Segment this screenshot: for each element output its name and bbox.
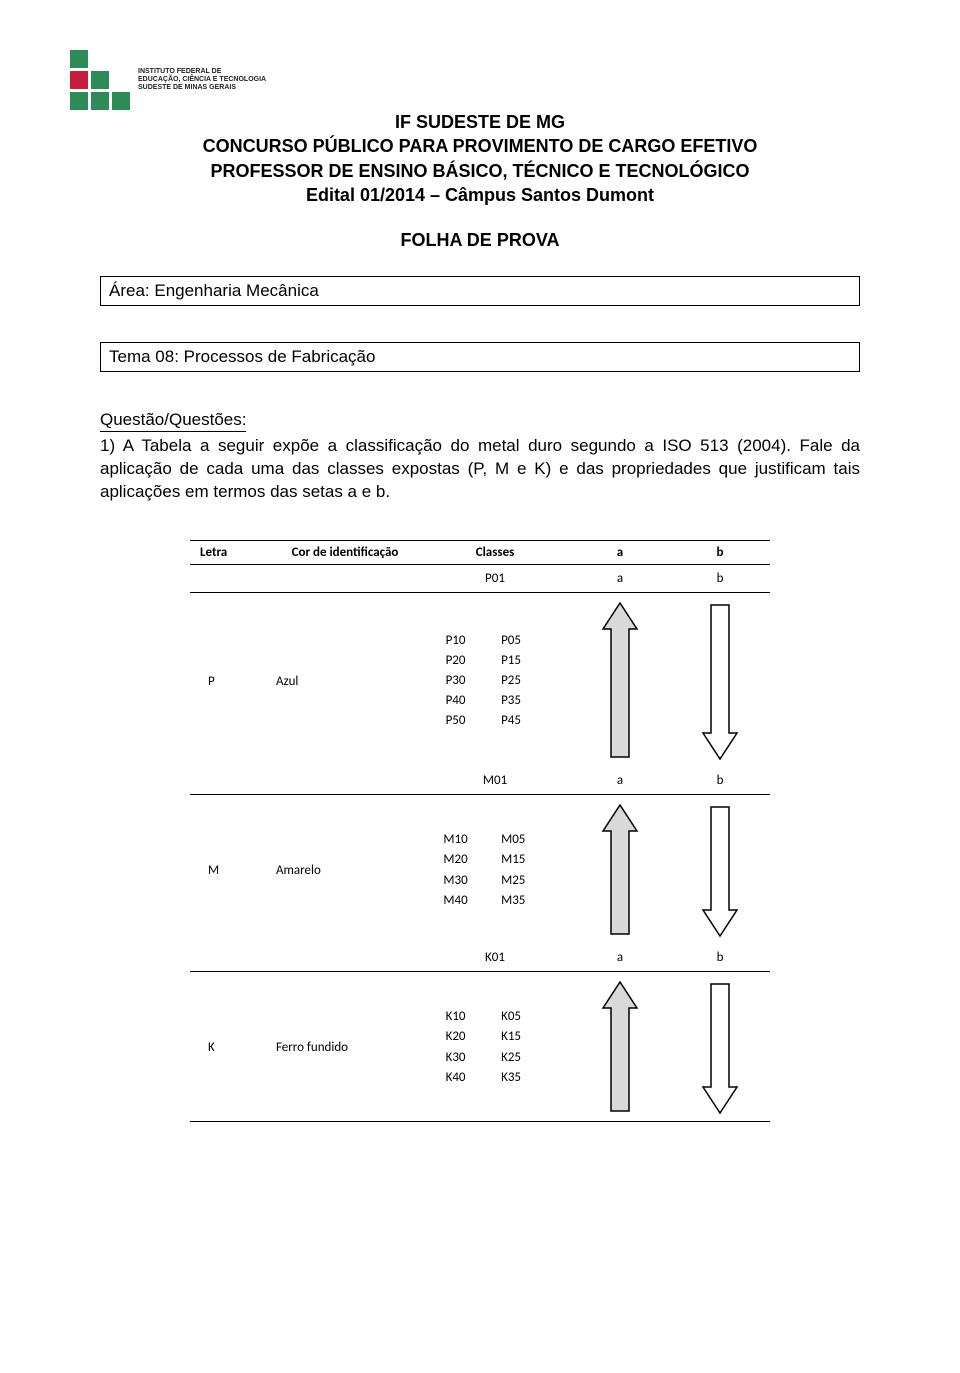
questao-block: Questão/Questões: 1) A Tabela a seguir e… xyxy=(100,410,860,504)
cell-a: a xyxy=(570,944,670,972)
title-line2: CONCURSO PÚBLICO PARA PROVIMENTO DE CARG… xyxy=(0,134,960,158)
classification-table: Letra Cor de identificação Classes a b P… xyxy=(190,540,770,1122)
classes-right: K05K15K25K35 xyxy=(491,972,570,1122)
title-line4: Edital 01/2014 – Câmpus Santos Dumont xyxy=(0,183,960,207)
questao-title: Questão/Questões: xyxy=(100,410,246,432)
th-b: b xyxy=(670,541,770,565)
letter-cell: P xyxy=(190,593,270,768)
cell-b: b xyxy=(670,944,770,972)
arrow-down-icon xyxy=(670,795,770,945)
cell-a: a xyxy=(570,565,670,593)
classes-left: K10K20K30K40 xyxy=(420,972,491,1122)
tema-box: Tema 08: Processos de Fabricação xyxy=(100,342,860,372)
area-box: Área: Engenharia Mecânica xyxy=(100,276,860,306)
institution-logo: INSTITUTO FEDERAL DE EDUCAÇÃO, CIÊNCIA E… xyxy=(70,50,266,110)
cell-b: b xyxy=(670,767,770,795)
table-row: K01 a b xyxy=(190,944,770,972)
logo-text-line3: SUDESTE DE MINAS GERAIS xyxy=(138,84,266,92)
classes-left: M10M20M30M40 xyxy=(420,795,491,945)
arrow-up-icon xyxy=(570,795,670,945)
folha-de-prova: FOLHA DE PROVA xyxy=(0,230,960,251)
logo-text: INSTITUTO FEDERAL DE EDUCAÇÃO, CIÊNCIA E… xyxy=(138,68,266,91)
classes-left: P10P20P30P40P50 xyxy=(420,593,491,768)
table-group-row: K Ferro fundido K10K20K30K40 K05K15K25K3… xyxy=(190,972,770,1122)
color-name-cell: Azul xyxy=(270,593,420,768)
letter-cell: K xyxy=(190,972,270,1122)
letter-cell: M xyxy=(190,795,270,945)
table-group-row: M Amarelo M10M20M30M40 M05M15M25M35 xyxy=(190,795,770,945)
title-line3: PROFESSOR DE ENSINO BÁSICO, TÉCNICO E TE… xyxy=(0,159,960,183)
classes-right: M05M15M25M35 xyxy=(491,795,570,945)
logo-text-line1: INSTITUTO FEDERAL DE xyxy=(138,68,266,76)
arrow-down-icon xyxy=(670,972,770,1122)
classes-right: P05P15P25P35P45 xyxy=(491,593,570,768)
arrow-up-icon xyxy=(570,593,670,768)
th-classes: Classes xyxy=(420,541,570,565)
th-letra: Letra xyxy=(190,541,270,565)
arrow-down-icon xyxy=(670,593,770,768)
color-name-cell: Amarelo xyxy=(270,795,420,945)
th-a: a xyxy=(570,541,670,565)
questao-body: 1) A Tabela a seguir expõe a classificaç… xyxy=(100,435,860,504)
title-line1: IF SUDESTE DE MG xyxy=(0,110,960,134)
logo-grid xyxy=(70,50,130,110)
table-row: P01 a b xyxy=(190,565,770,593)
cell-b: b xyxy=(670,565,770,593)
class-cell: P01 xyxy=(420,565,570,593)
color-name-cell: Ferro fundido xyxy=(270,972,420,1122)
table-row: M01 a b xyxy=(190,767,770,795)
table-header-row: Letra Cor de identificação Classes a b xyxy=(190,541,770,565)
th-cor: Cor de identificação xyxy=(270,541,420,565)
arrow-up-icon xyxy=(570,972,670,1122)
class-cell: K01 xyxy=(420,944,570,972)
title-block: IF SUDESTE DE MG CONCURSO PÚBLICO PARA P… xyxy=(0,110,960,207)
cell-a: a xyxy=(570,767,670,795)
class-cell: M01 xyxy=(420,767,570,795)
table-group-row: P Azul P10P20P30P40P50 P05P15P25P35P45 xyxy=(190,593,770,768)
logo-text-line2: EDUCAÇÃO, CIÊNCIA E TECNOLOGIA xyxy=(138,76,266,84)
